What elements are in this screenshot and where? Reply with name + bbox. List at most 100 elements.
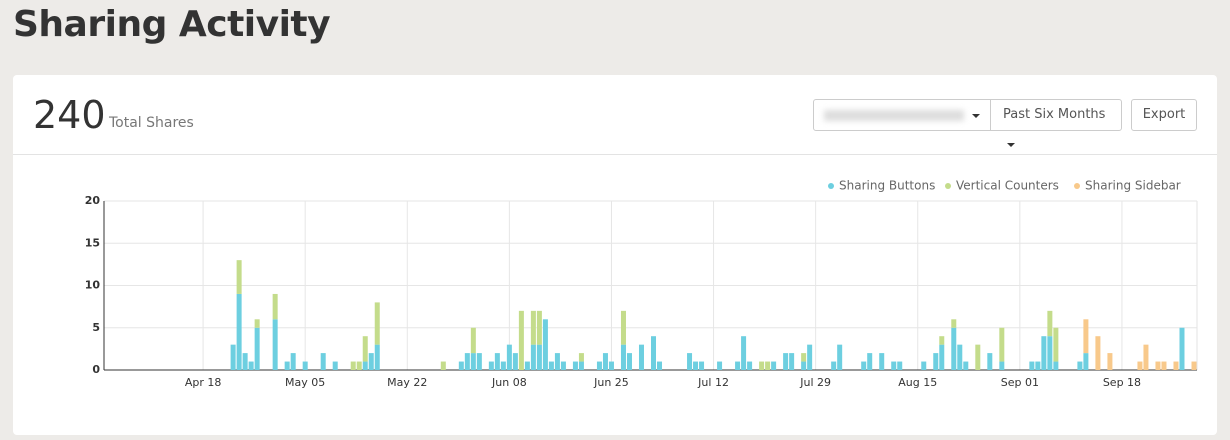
page-title: Sharing Activity	[13, 4, 331, 45]
bar	[807, 344, 813, 370]
bar	[699, 361, 705, 370]
total-shares: 240	[33, 93, 106, 137]
range-label: Past Six Months	[1003, 107, 1106, 122]
bar	[578, 353, 584, 362]
legend-label: Sharing Buttons	[839, 179, 935, 193]
bar	[464, 353, 470, 370]
bar	[1107, 353, 1113, 370]
bar	[470, 327, 476, 354]
bar	[440, 361, 446, 370]
y-tick-label: 15	[85, 236, 100, 249]
bar	[783, 353, 789, 370]
y-tick-label: 5	[92, 321, 100, 334]
blurred-text	[824, 110, 964, 121]
bar	[939, 344, 945, 370]
bar	[837, 344, 843, 370]
bar	[1137, 361, 1143, 370]
y-tick-label: 10	[85, 279, 101, 292]
bar	[801, 353, 807, 362]
x-tick-label: Aug 15	[898, 376, 937, 389]
bar	[1047, 310, 1053, 337]
bar	[1077, 361, 1083, 370]
bar	[747, 361, 753, 370]
bar	[524, 361, 530, 370]
bar	[1035, 361, 1041, 370]
bar	[1161, 361, 1167, 370]
bar	[951, 319, 957, 328]
bar	[596, 361, 602, 370]
bar	[332, 361, 338, 370]
activity-card: 240 Total Shares Past Six Months Export	[13, 75, 1217, 435]
legend-dot	[828, 183, 834, 189]
bar	[831, 361, 837, 370]
bar	[374, 302, 380, 345]
site-dropdown[interactable]	[813, 99, 991, 131]
bar	[933, 353, 939, 370]
bar	[1029, 361, 1035, 370]
bar	[717, 361, 723, 370]
bar	[687, 353, 693, 370]
x-tick-label: Apr 18	[185, 376, 222, 389]
bar	[957, 344, 963, 370]
bar	[1041, 336, 1047, 370]
bar	[735, 361, 741, 370]
bar	[987, 353, 993, 370]
total-shares-label: Total Shares	[109, 115, 194, 131]
bar	[921, 361, 927, 370]
x-tick-label: Sep 01	[1001, 376, 1039, 389]
bar	[1173, 361, 1179, 370]
bar	[638, 344, 644, 370]
bar	[458, 361, 464, 370]
y-tick-label: 0	[92, 363, 100, 376]
bar	[302, 361, 308, 370]
bar	[254, 327, 260, 370]
bar	[362, 336, 368, 362]
x-tick-label: May 05	[285, 376, 325, 389]
x-tick-label: Jun 08	[491, 376, 527, 389]
bar	[963, 361, 969, 370]
bar	[236, 260, 242, 294]
bar	[290, 353, 296, 370]
bar	[891, 361, 897, 370]
legend-label: Vertical Counters	[956, 179, 1059, 193]
bar	[1143, 344, 1149, 370]
bar	[626, 353, 632, 370]
bar	[374, 344, 380, 370]
bar	[975, 344, 981, 370]
bar	[1083, 319, 1089, 354]
range-dropdown[interactable]: Past Six Months	[990, 99, 1122, 147]
bar	[771, 361, 777, 370]
bar	[470, 353, 476, 370]
bar	[879, 353, 885, 370]
bar	[608, 361, 614, 370]
x-tick-label: Jul 29	[799, 376, 831, 389]
x-tick-label: Sep 18	[1103, 376, 1141, 389]
bar	[651, 336, 657, 370]
bar	[572, 361, 578, 370]
bar	[620, 344, 626, 370]
bar	[368, 353, 374, 370]
bar	[657, 361, 663, 370]
bar	[272, 293, 278, 320]
bar	[578, 361, 584, 370]
bar	[1053, 361, 1059, 370]
legend-label: Sharing Sidebar	[1085, 179, 1181, 193]
export-button[interactable]: Export	[1131, 99, 1197, 131]
bar	[1155, 361, 1161, 370]
bar	[867, 353, 873, 370]
bar	[272, 319, 278, 370]
bar	[500, 361, 506, 370]
bar	[248, 361, 254, 370]
bar	[488, 361, 494, 370]
bar	[542, 319, 548, 370]
caret	[972, 114, 980, 118]
bar	[242, 353, 248, 370]
bar	[1179, 327, 1185, 370]
bar	[999, 361, 1005, 370]
bar	[254, 319, 260, 328]
x-tick-label: Jul 12	[697, 376, 729, 389]
bar	[362, 361, 368, 370]
bar	[236, 293, 242, 370]
